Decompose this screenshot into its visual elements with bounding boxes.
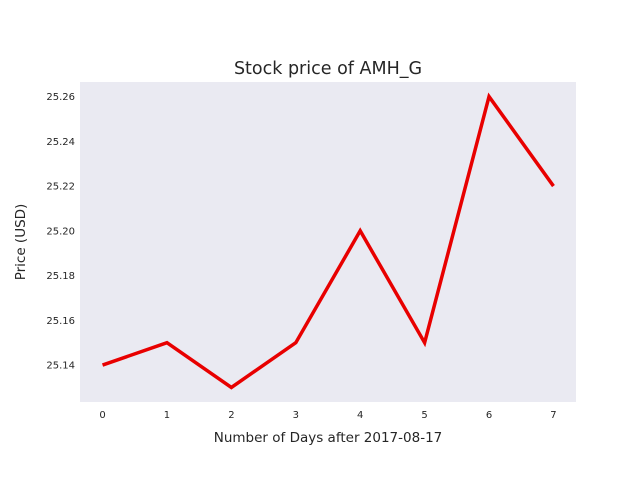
y-tick-label: 25.16 bbox=[46, 316, 75, 327]
y-tick-label: 25.24 bbox=[46, 137, 75, 148]
y-tick-label: 25.14 bbox=[46, 361, 75, 372]
y-tick-label: 25.18 bbox=[46, 271, 75, 282]
y-tick-label: 25.20 bbox=[46, 226, 75, 237]
y-tick-label: 25.22 bbox=[46, 182, 75, 193]
x-tick-label: 4 bbox=[357, 410, 363, 421]
y-ticks: 25.14 25.16 25.18 25.20 25.22 25.24 25.26 bbox=[46, 92, 75, 372]
x-tick-label: 2 bbox=[228, 410, 234, 421]
chart-title: Stock price of AMH_G bbox=[234, 59, 422, 79]
x-ticks: 0 1 2 3 4 5 6 7 bbox=[99, 410, 556, 421]
x-tick-label: 0 bbox=[99, 410, 105, 421]
plot-area bbox=[80, 82, 576, 402]
y-tick-label: 25.26 bbox=[46, 92, 75, 103]
x-tick-label: 5 bbox=[421, 410, 427, 421]
y-axis-label: Price (USD) bbox=[13, 204, 29, 281]
x-axis-label: Number of Days after 2017-08-17 bbox=[214, 430, 443, 446]
x-tick-label: 6 bbox=[486, 410, 492, 421]
x-tick-label: 1 bbox=[164, 410, 170, 421]
x-tick-label: 7 bbox=[550, 410, 556, 421]
x-tick-label: 3 bbox=[293, 410, 299, 421]
